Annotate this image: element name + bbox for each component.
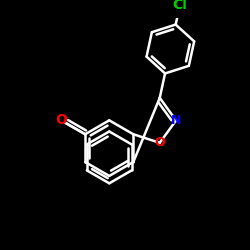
- Text: Cl: Cl: [172, 0, 188, 12]
- Text: O: O: [55, 113, 67, 127]
- Text: O: O: [154, 136, 165, 149]
- Text: N: N: [171, 114, 181, 127]
